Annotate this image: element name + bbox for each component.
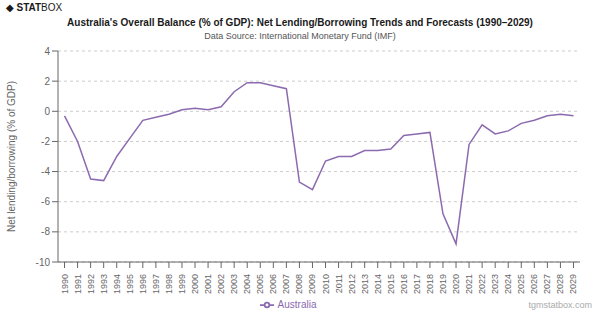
svg-text:2029: 2029 — [568, 274, 578, 294]
svg-text:2014: 2014 — [373, 274, 383, 294]
svg-text:2016: 2016 — [399, 274, 409, 294]
svg-text:2015: 2015 — [386, 274, 396, 294]
svg-text:2023: 2023 — [490, 274, 500, 294]
svg-text:1990: 1990 — [60, 274, 70, 294]
svg-text:2006: 2006 — [268, 274, 278, 294]
svg-text:1999: 1999 — [177, 274, 187, 294]
svg-text:Net lending/borrowing (% of GD: Net lending/borrowing (% of GDP) — [8, 81, 17, 232]
svg-text:2009: 2009 — [307, 274, 317, 294]
svg-text:1994: 1994 — [112, 274, 122, 294]
svg-text:2019: 2019 — [438, 274, 448, 294]
svg-text:2027: 2027 — [542, 274, 552, 294]
svg-text:2002: 2002 — [216, 274, 226, 294]
svg-text:2: 2 — [44, 76, 50, 87]
svg-text:2008: 2008 — [294, 274, 304, 294]
svg-text:1993: 1993 — [99, 274, 109, 294]
html-text:◆ STAT BOX: ◆ STAT BOX — [6, 2, 63, 13]
html-text:Data Source: International Mon: Data Source: International Monetary Fund… — [204, 31, 396, 41]
svg-text:1991: 1991 — [73, 274, 83, 294]
svg-text:2007: 2007 — [281, 274, 291, 294]
svg-text:2004: 2004 — [242, 274, 252, 294]
svg-text:2001: 2001 — [203, 274, 213, 294]
svg-text:2000: 2000 — [190, 274, 200, 294]
svg-text:2013: 2013 — [360, 274, 370, 294]
svg-text:-2: -2 — [41, 136, 50, 147]
svg-text:2010: 2010 — [321, 274, 331, 294]
svg-text:1995: 1995 — [125, 274, 135, 294]
svg-text:-8: -8 — [41, 226, 50, 237]
svg-text:-4: -4 — [41, 166, 50, 177]
svg-text:2021: 2021 — [464, 274, 474, 294]
svg-text:1997: 1997 — [151, 274, 161, 294]
svg-text:-6: -6 — [41, 196, 50, 207]
svg-text:2012: 2012 — [347, 274, 357, 294]
html-text:Australia's Overall Balance (%: Australia's Overall Balance (% of GDP): … — [67, 17, 533, 28]
svg-text:2024: 2024 — [503, 274, 513, 294]
html-text:Australia: Australia — [277, 298, 317, 310]
svg-text:2028: 2028 — [555, 274, 565, 294]
svg-text:1998: 1998 — [164, 274, 174, 294]
svg-text:0: 0 — [44, 106, 50, 117]
svg-text:2020: 2020 — [451, 274, 461, 294]
svg-text:2011: 2011 — [334, 274, 344, 293]
svg-text:2005: 2005 — [255, 274, 265, 294]
svg-text:-10: -10 — [36, 257, 51, 268]
svg-text:2017: 2017 — [412, 274, 422, 294]
svg-text:2026: 2026 — [529, 274, 539, 294]
html-text:tgmstatbox.com: tgmstatbox.com — [528, 300, 592, 310]
svg-text:2022: 2022 — [477, 274, 487, 294]
svg-text:1992: 1992 — [86, 274, 96, 294]
svg-text:2018: 2018 — [425, 274, 435, 294]
svg-text:2025: 2025 — [516, 274, 526, 294]
svg-text:4: 4 — [44, 46, 50, 57]
svg-text:1996: 1996 — [138, 274, 148, 294]
svg-text:2003: 2003 — [229, 274, 239, 294]
